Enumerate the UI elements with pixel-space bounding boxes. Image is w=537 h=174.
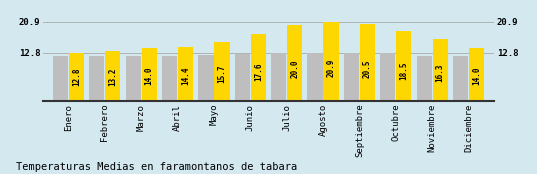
Bar (360, 23, 375, 101)
Bar (251, 34, 266, 101)
Bar (271, 53, 286, 101)
Bar (469, 48, 484, 101)
Text: Temperaturas Medias en faramontanos de tabara: Temperaturas Medias en faramontanos de t… (16, 162, 297, 172)
Bar (235, 54, 250, 101)
Bar (214, 42, 230, 101)
Bar (307, 53, 323, 101)
Bar (417, 56, 432, 101)
Text: 20.0: 20.0 (290, 60, 299, 78)
Text: 14.4: 14.4 (181, 66, 190, 85)
Text: 18.5: 18.5 (400, 61, 408, 80)
Bar (433, 39, 448, 101)
Bar (344, 53, 359, 101)
Bar (69, 53, 84, 101)
Bar (396, 31, 411, 101)
Bar (323, 22, 339, 101)
Text: 15.7: 15.7 (217, 65, 227, 83)
Text: 14.0: 14.0 (144, 67, 154, 85)
Bar (198, 55, 214, 101)
Text: 20.5: 20.5 (363, 59, 372, 78)
Text: 12.8: 12.8 (72, 68, 81, 86)
Bar (453, 56, 468, 101)
Bar (162, 56, 177, 101)
Bar (126, 56, 141, 101)
Bar (287, 25, 302, 101)
Text: 17.6: 17.6 (254, 62, 263, 81)
Bar (89, 56, 104, 101)
Text: 20.9: 20.9 (326, 59, 336, 77)
Bar (105, 51, 120, 101)
Bar (178, 46, 193, 101)
Text: 16.3: 16.3 (436, 64, 445, 82)
Bar (53, 56, 68, 101)
Bar (380, 53, 395, 101)
Text: 14.0: 14.0 (472, 67, 481, 85)
Text: 13.2: 13.2 (108, 68, 117, 86)
Bar (142, 48, 157, 101)
